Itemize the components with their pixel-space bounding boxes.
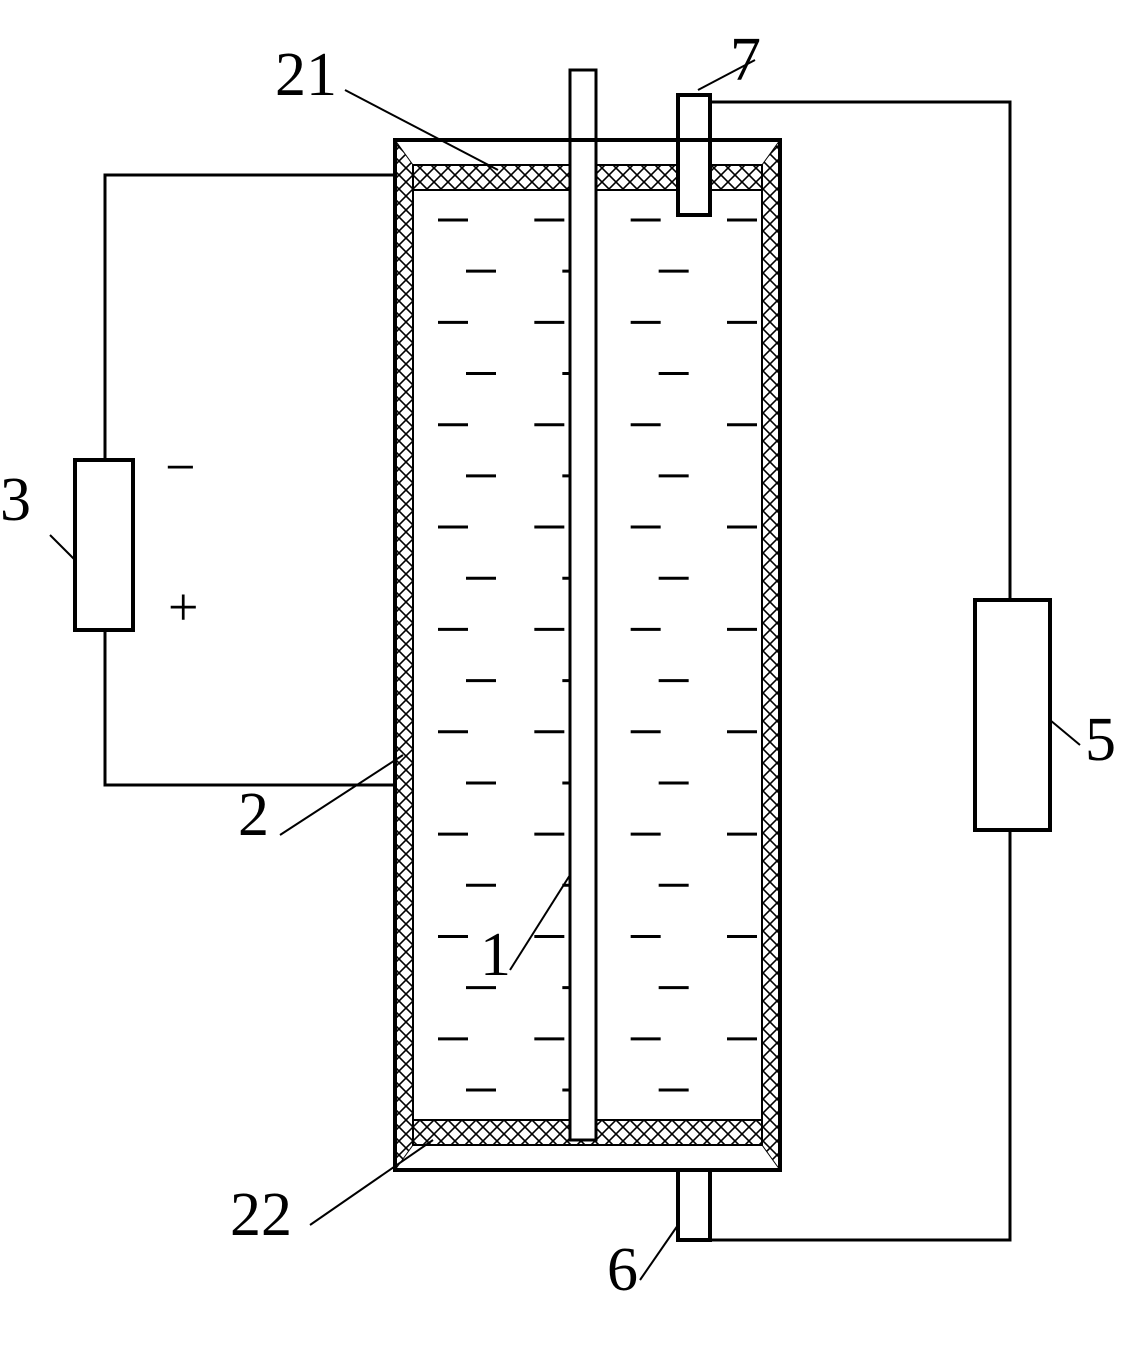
- top-port: [678, 95, 710, 215]
- terminal-minus: −: [165, 437, 195, 497]
- label-n5: 5: [1085, 706, 1116, 774]
- terminal-plus: +: [168, 577, 198, 637]
- wire-power-top: [105, 175, 395, 460]
- power-supply: [75, 460, 133, 630]
- meter-box: [975, 600, 1050, 830]
- leader-n3: [50, 535, 75, 560]
- label-n2: 2: [238, 781, 269, 849]
- label-n7: 7: [730, 26, 761, 94]
- wire-power-bottom: [105, 630, 403, 785]
- leader-n2: [280, 755, 403, 835]
- leader-n22: [310, 1140, 433, 1225]
- center-tube: [570, 70, 596, 1140]
- label-n3: 3: [0, 466, 31, 534]
- label-n6: 6: [607, 1236, 638, 1304]
- leader-n5: [1050, 720, 1080, 745]
- leader-n6: [640, 1225, 678, 1280]
- label-n21: 21: [275, 41, 337, 109]
- technical-diagram: −+3217215622: [0, 0, 1142, 1346]
- label-n1: 1: [480, 921, 511, 989]
- label-n22: 22: [230, 1181, 292, 1249]
